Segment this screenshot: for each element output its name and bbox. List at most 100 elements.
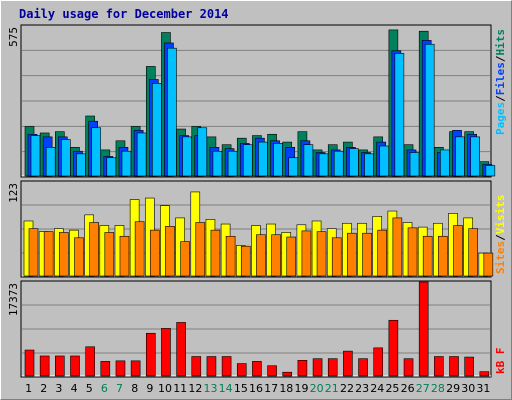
pages-bar xyxy=(424,43,435,177)
pages-bar xyxy=(227,150,238,177)
pages-bar xyxy=(318,153,329,177)
kbytes-bar xyxy=(267,365,277,377)
pages-bar xyxy=(167,47,177,177)
sites-bar xyxy=(301,230,312,277)
kbytes-bar xyxy=(373,347,384,377)
sites-bar xyxy=(316,231,327,277)
sites-bar xyxy=(438,235,448,277)
x-tick-label: 26 xyxy=(401,382,415,395)
pages-bar xyxy=(136,132,147,177)
kbytes-bar xyxy=(145,332,156,377)
x-tick-label: 21 xyxy=(325,382,339,395)
kbytes-bar xyxy=(388,319,399,377)
pages-bar xyxy=(61,139,71,177)
pages-bar xyxy=(106,157,117,177)
sites-bar xyxy=(422,235,433,277)
x-tick-label: 19 xyxy=(294,382,308,395)
sites-bar xyxy=(225,235,236,277)
x-tick-label: 28 xyxy=(431,382,445,395)
pages-bar xyxy=(349,148,359,177)
sites-bar xyxy=(362,232,372,277)
pages-bar xyxy=(258,141,268,177)
legend-entry: Pages xyxy=(494,102,507,135)
x-tick-label: 5 xyxy=(86,382,93,395)
legend-entry: / xyxy=(494,55,507,62)
pages-bar xyxy=(91,127,101,177)
pages-bar xyxy=(182,136,192,177)
sites-bar xyxy=(59,232,69,277)
x-tick-label: 2 xyxy=(40,382,47,395)
sites-bar xyxy=(331,237,342,277)
y-max-label: 123 xyxy=(7,183,20,203)
pages-bar xyxy=(45,147,56,177)
legend-kbytes: kB F xyxy=(494,348,507,375)
pages-bar xyxy=(76,153,86,177)
sites-bar xyxy=(453,225,463,277)
kbytes-bar xyxy=(206,356,217,377)
kbytes-bar xyxy=(252,361,262,377)
sites-bar xyxy=(43,231,54,277)
kbytes-bar xyxy=(115,360,126,377)
legend-entry: / xyxy=(494,95,507,102)
legend-entry: Sites xyxy=(494,241,507,274)
sites-bar xyxy=(195,222,206,277)
x-tick-label: 27 xyxy=(416,382,430,395)
chart-title: Daily usage for December 2014 xyxy=(19,7,229,21)
pages-bar xyxy=(151,83,162,177)
pages-bar xyxy=(364,153,374,177)
legend-entry: Visits xyxy=(494,195,507,235)
x-tick-label: 31 xyxy=(476,382,490,395)
sites-bar xyxy=(180,241,190,277)
legend-entry: / xyxy=(494,234,507,241)
sites-bar xyxy=(271,234,281,277)
x-tick-label: 30 xyxy=(461,382,475,395)
sites-bar xyxy=(468,228,478,277)
pages-bar xyxy=(242,144,253,177)
pages-bar xyxy=(212,150,223,177)
pages-bar xyxy=(303,144,314,177)
x-tick-label: 13 xyxy=(204,382,218,395)
x-tick-label: 3 xyxy=(55,382,62,395)
kbytes-bar xyxy=(282,371,293,377)
kbytes-bar xyxy=(434,356,444,377)
legend-entry: Hits xyxy=(494,29,507,56)
x-tick-label: 22 xyxy=(340,382,354,395)
kbytes-bar xyxy=(464,356,474,377)
sites-bar xyxy=(210,229,221,277)
x-tick-label: 24 xyxy=(370,382,384,395)
kbytes-bar xyxy=(100,361,111,377)
pages-bar xyxy=(409,152,420,177)
sites-bar xyxy=(104,232,115,277)
kbytes-bar xyxy=(236,363,247,377)
kbytes-bar xyxy=(297,360,308,377)
x-tick-label: 18 xyxy=(279,382,293,395)
legend-entry: kB F xyxy=(494,348,507,375)
x-tick-label: 10 xyxy=(158,382,172,395)
x-tick-label: 6 xyxy=(101,382,108,395)
kbytes-bar xyxy=(161,328,171,377)
x-tick-label: 9 xyxy=(146,382,153,395)
pages-bar xyxy=(485,165,496,177)
kbytes-bar xyxy=(312,358,323,377)
sites-bar xyxy=(119,235,130,277)
x-tick-label: 14 xyxy=(219,382,233,395)
sites-bar xyxy=(392,217,403,277)
pages-bar xyxy=(197,127,208,177)
kbytes-bar xyxy=(24,349,35,377)
x-tick-label: 25 xyxy=(385,382,399,395)
y-max-label: 575 xyxy=(7,27,20,47)
x-tick-label: 7 xyxy=(116,382,123,395)
sites-bar xyxy=(28,228,39,277)
x-tick-label: 17 xyxy=(264,382,278,395)
pages-bar xyxy=(379,145,390,177)
pages-bar xyxy=(470,136,480,177)
legend-visits-sites: Sites/Visits xyxy=(494,195,507,275)
x-tick-label: 12 xyxy=(188,382,202,395)
x-tick-label: 20 xyxy=(310,382,324,395)
x-tick-label: 15 xyxy=(234,382,248,395)
sites-bar xyxy=(407,227,418,277)
sites-bar xyxy=(149,229,160,277)
sites-bar xyxy=(483,252,494,277)
legend-entry: Files xyxy=(494,62,507,95)
